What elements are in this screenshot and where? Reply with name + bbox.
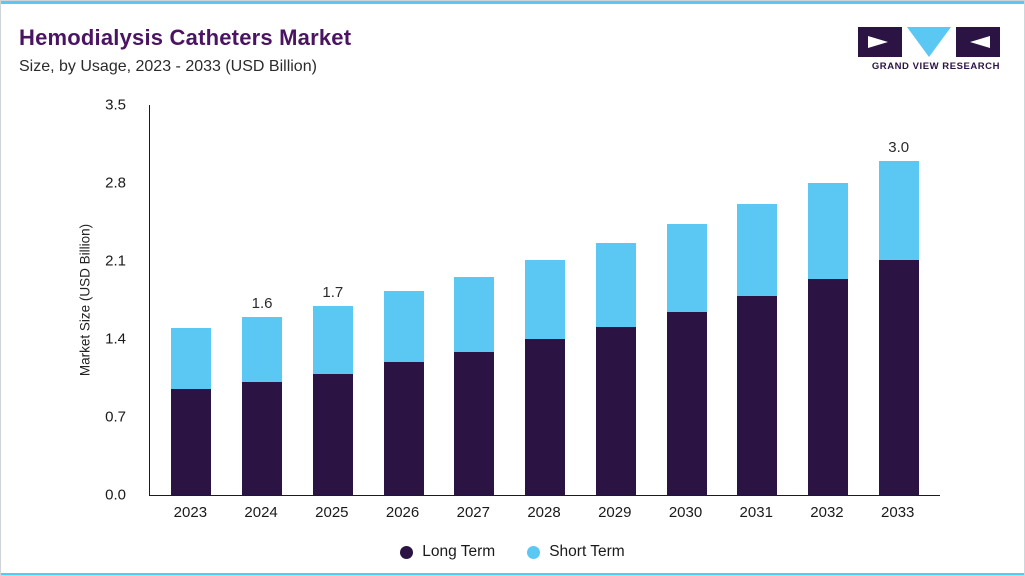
x-axis-label: 2028	[527, 504, 561, 521]
x-axis-label: 2027	[456, 504, 490, 521]
legend-marker	[400, 545, 414, 559]
brand-logo: GRAND VIEW RESEARCH	[848, 27, 1000, 72]
bar-segment-long-term	[312, 373, 353, 495]
bar-segment-long-term	[878, 259, 919, 495]
bar-stack	[171, 327, 212, 495]
bar-stack	[383, 291, 424, 495]
bar-stack	[878, 160, 919, 495]
bar-column-2026	[368, 105, 439, 495]
bar-stack	[242, 316, 283, 495]
bar-stack	[454, 276, 495, 495]
bar-value-label: 3.0	[888, 138, 910, 156]
bar-column-2025: 1.7	[297, 105, 368, 495]
bar-segment-short-term	[666, 224, 707, 313]
bar-value-label: 1.6	[251, 294, 273, 312]
bar-segment-long-term	[807, 278, 848, 495]
plot-area: 0.0 0.7 1.4 2.1 2.8 3.5 1.6 1.7 3.0	[105, 98, 940, 503]
bar-column-2032	[793, 105, 864, 495]
bar-value-label: 1.7	[322, 283, 344, 301]
bar-stack	[312, 305, 353, 495]
legend-item-long-term: Long Term	[400, 543, 495, 561]
y-ticks: 0.0 0.7 1.4 2.1 2.8 3.5	[84, 98, 140, 503]
x-axis-label: 2033	[881, 504, 915, 521]
x-axis-label: 2024	[244, 504, 278, 521]
y-tick-label: 0.0	[105, 486, 126, 504]
bar-segment-long-term	[242, 382, 283, 495]
logo-glyph-left-icon	[858, 27, 902, 57]
bar-segment-long-term	[525, 339, 566, 495]
header: Hemodialysis Catheters Market Size, by U…	[19, 25, 351, 76]
bar-stack	[666, 224, 707, 495]
bar-column-2029	[580, 105, 651, 495]
bar-segment-long-term	[666, 312, 707, 495]
bar-column-2027	[439, 105, 510, 495]
x-axis-label: 2023	[173, 504, 208, 521]
logo-glyph-right-icon	[956, 27, 1000, 57]
bar-segment-short-term	[454, 276, 495, 353]
bar-column-2031	[722, 105, 793, 495]
bar-segment-short-term	[807, 183, 848, 279]
bar-segment-short-term	[171, 327, 212, 390]
bar-stack	[525, 259, 566, 495]
x-axis-labels: 2023 2024 2025 2026 2027 2028 2029 2030 2031 2032…	[149, 504, 939, 521]
bar-column-2023	[156, 105, 227, 495]
y-tick-label: 2.1	[105, 252, 126, 270]
bar-column-2030	[651, 105, 722, 495]
bar-segment-short-term	[383, 291, 424, 363]
legend: Long Term Short Term	[1, 543, 1024, 561]
bar-column-2028	[510, 105, 581, 495]
x-axis-label: 2026	[385, 504, 420, 521]
bar-stack	[807, 183, 848, 495]
bar-segment-short-term	[737, 204, 778, 296]
bar-segment-long-term	[737, 295, 778, 495]
bar-segment-short-term	[525, 259, 566, 339]
bars-row: 1.6 1.7 3.0	[150, 105, 940, 495]
bar-segment-short-term	[312, 305, 353, 374]
page-subtitle: Size, by Usage, 2023 - 2033 (USD Billion…	[19, 58, 317, 75]
bar-stack	[737, 204, 778, 495]
bar-segment-short-term	[595, 243, 636, 327]
legend-label: Long Term	[422, 543, 496, 560]
top-accent-bar	[1, 1, 1024, 4]
x-axis-label: 2031	[739, 504, 773, 521]
bar-segment-short-term	[878, 160, 919, 260]
y-tick-label: 3.5	[105, 96, 126, 114]
bar-column-2033: 3.0	[863, 105, 934, 495]
x-axis-label: 2029	[598, 504, 632, 521]
bar-segment-long-term	[595, 326, 636, 495]
logo-glyph-triangle-icon	[907, 27, 951, 57]
bottom-accent-bar	[1, 573, 1024, 575]
brand-name: GRAND VIEW RESEARCH	[871, 61, 1000, 72]
bar-segment-long-term	[454, 352, 495, 495]
page-title: Hemodialysis Catheters Market	[19, 25, 352, 50]
x-axis-label: 2032	[810, 504, 844, 521]
x-axis-label: 2030	[668, 504, 703, 521]
x-axis-label: 2025	[315, 504, 349, 521]
legend-label: Short Term	[549, 543, 625, 560]
bar-column-2024: 1.6	[227, 105, 298, 495]
bar-segment-short-term	[242, 316, 283, 383]
y-tick-label: 0.7	[105, 408, 126, 426]
y-tick-label: 2.8	[105, 174, 126, 192]
bar-segment-long-term	[171, 389, 212, 495]
y-tick-label: 1.4	[105, 330, 126, 348]
legend-item-short-term: Short Term	[527, 543, 625, 561]
bar-stack	[595, 243, 636, 495]
bar-segment-long-term	[383, 362, 424, 495]
legend-marker	[527, 545, 541, 559]
brand-logo-shapes	[848, 27, 1000, 57]
